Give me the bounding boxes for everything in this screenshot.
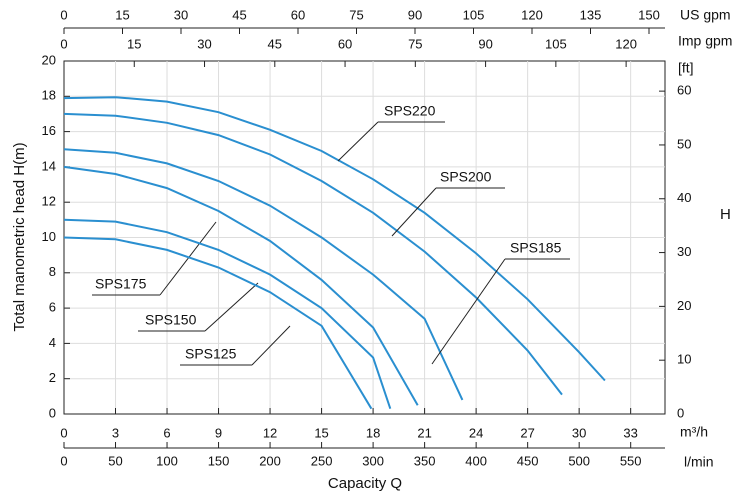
lmin-unit: l/min <box>684 454 714 470</box>
lmin_axis-tick-label: 450 <box>517 453 539 468</box>
us_axis-tick-label: 75 <box>349 7 363 22</box>
imp_axis-tick-label: 0 <box>60 36 67 51</box>
imp_axis-tick-label: 45 <box>268 36 282 51</box>
y2-tick-label: 0 <box>677 405 684 420</box>
imp_axis-tick-label: 105 <box>545 36 567 51</box>
us_axis-tick-label: 105 <box>463 7 485 22</box>
label-leader <box>251 325 291 366</box>
label-leader <box>159 221 217 296</box>
curve <box>63 112 563 396</box>
lmin_axis-tick-label: 500 <box>568 453 590 468</box>
imp_axis-tick-label: 120 <box>615 36 637 51</box>
us_axis-tick-label: 135 <box>580 7 602 22</box>
x-tick-label: 9 <box>215 425 222 440</box>
x-axis-label: Capacity Q <box>328 475 402 492</box>
lmin_axis-tick-label: 150 <box>208 453 230 468</box>
y-tick-label: 8 <box>49 264 56 279</box>
us_axis-tick-label: 90 <box>408 7 422 22</box>
y-tick-label: 0 <box>49 405 56 420</box>
series-label: SPS200 <box>440 169 492 185</box>
y2-tick-label: 30 <box>677 244 691 259</box>
y-tick-label: 6 <box>49 300 56 315</box>
imp_axis-tick-label: 60 <box>338 36 352 51</box>
y2-axis-label: H <box>720 206 731 223</box>
y-tick-label: 16 <box>42 123 56 138</box>
us_axis-tick-label: 120 <box>521 7 543 22</box>
y-tick-label: 2 <box>49 370 56 385</box>
curve <box>63 96 606 382</box>
imp-unit: Imp gpm <box>678 33 732 49</box>
lmin_axis-tick-label: 400 <box>465 453 487 468</box>
lmin_axis-tick-label: 0 <box>60 453 67 468</box>
y2-tick-label: 40 <box>677 190 691 205</box>
y2-tick-label: 50 <box>677 136 691 151</box>
y-tick-label: 4 <box>49 335 56 350</box>
lmin_axis-tick-label: 250 <box>311 453 333 468</box>
x-tick-label: 24 <box>469 425 483 440</box>
x-tick-label: 27 <box>520 425 534 440</box>
x-tick-label: 12 <box>263 425 277 440</box>
x-tick-label: 0 <box>60 425 67 440</box>
x-unit: m³/h <box>680 424 708 440</box>
series-label: SPS185 <box>510 240 562 256</box>
series-label: SPS125 <box>185 346 237 362</box>
lmin_axis-tick-label: 550 <box>620 453 642 468</box>
y2-tick-label: 60 <box>677 83 691 98</box>
x-tick-label: 30 <box>572 425 586 440</box>
y-tick-label: 14 <box>42 158 56 173</box>
lmin_axis-tick-label: 300 <box>362 453 384 468</box>
lmin_axis-tick-label: 350 <box>414 453 436 468</box>
imp_axis-tick-label: 30 <box>197 36 211 51</box>
us-unit: US gpm <box>680 7 731 23</box>
lmin_axis-tick-label: 200 <box>259 453 281 468</box>
curve <box>63 148 464 401</box>
us_axis-tick-label: 60 <box>291 7 305 22</box>
y-tick-label: 20 <box>42 52 56 67</box>
series-label: SPS220 <box>384 103 436 119</box>
imp_axis-tick-label: 75 <box>408 36 422 51</box>
curve <box>63 218 392 410</box>
y2-tick-label: 10 <box>677 352 691 367</box>
lmin_axis-tick-label: 50 <box>108 453 122 468</box>
label-leader <box>337 121 379 162</box>
us_axis-tick-label: 45 <box>232 7 246 22</box>
curve <box>63 236 373 410</box>
curve <box>63 165 419 406</box>
y-tick-label: 10 <box>42 229 56 244</box>
lmin_axis-tick-label: 100 <box>156 453 178 468</box>
y-axis-label: Total manometric head H(m) <box>11 142 28 331</box>
label-leader <box>431 258 506 365</box>
label-leader <box>391 187 437 237</box>
us_axis-tick-label: 0 <box>60 7 67 22</box>
label-leader <box>204 282 259 332</box>
series-label: SPS150 <box>145 312 197 328</box>
x-tick-label: 21 <box>417 425 431 440</box>
x-tick-label: 15 <box>314 425 328 440</box>
x-tick-label: 6 <box>163 425 170 440</box>
y2-tick-label: 20 <box>677 298 691 313</box>
series-label: SPS175 <box>95 276 147 292</box>
y2-unit: [ft] <box>678 60 694 76</box>
us_axis-tick-label: 15 <box>115 7 129 22</box>
us_axis-tick-label: 150 <box>638 7 660 22</box>
y-tick-label: 12 <box>42 194 56 209</box>
y-tick-label: 18 <box>42 88 56 103</box>
x-tick-label: 33 <box>623 425 637 440</box>
x-tick-label: 3 <box>112 425 119 440</box>
imp_axis-tick-label: 90 <box>478 36 492 51</box>
x-tick-label: 18 <box>366 425 380 440</box>
us_axis-tick-label: 30 <box>174 7 188 22</box>
imp_axis-tick-label: 15 <box>127 36 141 51</box>
